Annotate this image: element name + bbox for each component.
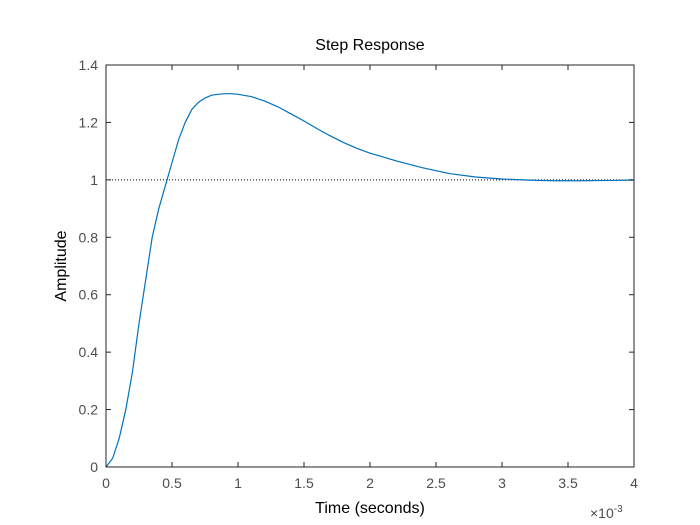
y-tick-label: 1 bbox=[90, 172, 98, 188]
y-tick-label: 0 bbox=[90, 459, 98, 475]
y-tick-label: 0.4 bbox=[79, 344, 99, 360]
x-tick-label: 2 bbox=[366, 475, 374, 491]
chart-title: Step Response bbox=[315, 37, 425, 54]
x-tick-label: 4 bbox=[630, 475, 638, 491]
x-axis-label: Time (seconds) bbox=[315, 500, 425, 517]
x-axis-multiplier-exponent: -3 bbox=[614, 504, 623, 515]
y-tick-label: 1.4 bbox=[79, 57, 99, 73]
x-tick-label: 3 bbox=[498, 475, 506, 491]
plot-area bbox=[106, 65, 634, 467]
y-tick-label: 0.6 bbox=[79, 287, 99, 303]
x-tick-label: 1.5 bbox=[294, 475, 314, 491]
y-tick-label: 0.2 bbox=[79, 402, 99, 418]
x-tick-label: 3.5 bbox=[558, 475, 578, 491]
x-tick-label: 1 bbox=[234, 475, 242, 491]
x-tick-label: 2.5 bbox=[426, 475, 446, 491]
y-tick-label: 0.8 bbox=[79, 229, 99, 245]
x-tick-label: 0 bbox=[102, 475, 110, 491]
step-response-series-line bbox=[105, 93, 635, 468]
y-tick-label: 1.2 bbox=[79, 114, 99, 130]
y-axis-label: Amplitude bbox=[53, 230, 70, 301]
x-axis-multiplier-base: ×10 bbox=[590, 505, 614, 521]
x-axis-multiplier: ×10-3 bbox=[590, 504, 623, 521]
x-tick-label: 0.5 bbox=[162, 475, 182, 491]
